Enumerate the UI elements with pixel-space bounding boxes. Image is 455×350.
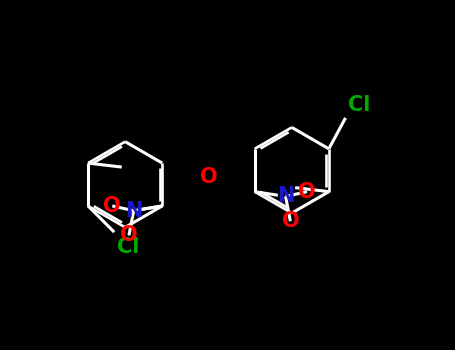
Text: O: O — [298, 182, 316, 202]
Text: N: N — [125, 201, 142, 221]
Text: O: O — [120, 225, 138, 245]
Text: Cl: Cl — [116, 237, 139, 257]
Text: O: O — [200, 167, 217, 187]
Text: O: O — [103, 196, 121, 216]
Text: Cl: Cl — [348, 96, 370, 116]
Text: N: N — [277, 187, 294, 206]
Text: O: O — [282, 211, 299, 231]
